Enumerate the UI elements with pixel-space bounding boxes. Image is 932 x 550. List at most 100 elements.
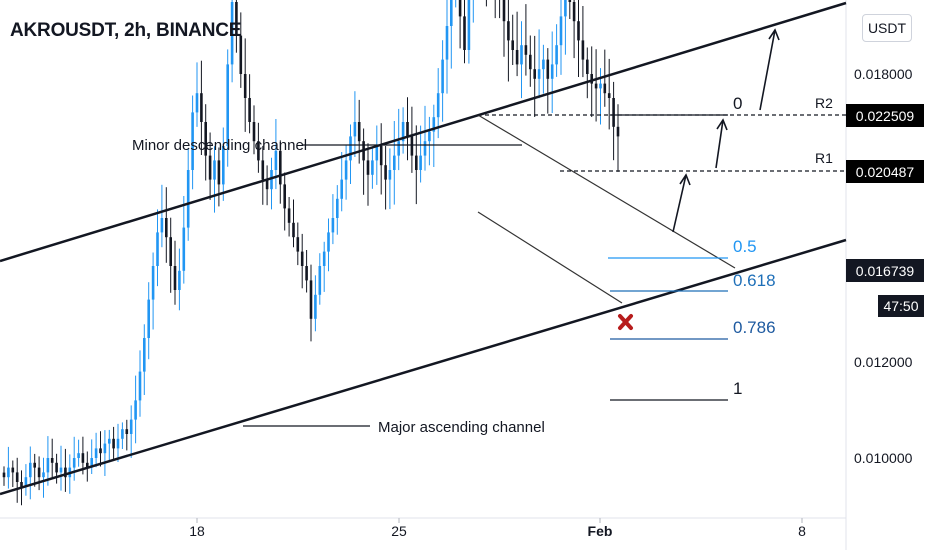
candle-body [572,2,576,22]
candle-body [24,477,28,487]
candle-body [138,371,142,401]
candle-body [200,93,203,122]
candle-body [222,146,225,185]
candle-body [195,93,199,113]
candle-body [173,266,177,290]
r2-label: R2 [815,95,833,111]
projection-arrows [672,28,780,233]
candle-body [353,122,357,137]
candle-body [415,155,418,170]
candle-body [265,179,269,190]
candle-body [112,438,115,449]
candle-body [33,462,36,468]
arrow-shaft-1 [672,174,687,233]
candle-body [279,150,282,185]
fib-label-0.5: 0.5 [733,237,757,256]
candle-body [213,160,216,180]
candle-body [37,467,41,478]
candlestick-series [2,0,620,506]
candle-body [165,218,168,238]
candle-body [463,16,466,50]
minor-channel-upper-line [477,114,736,269]
candle-body [11,467,15,473]
r1-label: R1 [815,150,833,166]
candle-body [116,438,120,449]
candle-body [46,458,50,473]
candle-body [520,45,523,65]
candle-body [542,59,545,70]
candle-body [81,453,85,463]
symbol-title: AKROUSDT, 2h, BINANCE [10,20,242,41]
fib-label-1: 1 [733,379,742,398]
candle-body [169,237,172,266]
candle-body [546,59,550,79]
candle-body [384,165,387,180]
candle-body [243,74,247,98]
x-tick-label: 25 [391,523,407,539]
x-tick-label: 18 [189,523,205,539]
invalidation-x-icon [618,314,633,330]
candle-body [603,83,607,94]
candle-body [318,266,322,295]
candle-body [72,458,76,468]
candle-body [226,64,229,146]
candle-body [143,338,146,372]
candle-body [257,141,260,161]
time-axis[interactable]: 18 25 Feb 8 [189,523,806,539]
candle-body [252,122,256,142]
candle-body [309,280,313,319]
minor-channel-lower-line [477,211,623,304]
candle-body [436,93,440,118]
price-axis[interactable]: 0.0100000.0120000.0140000.0160000.018000… [854,0,913,466]
candle-body [42,472,45,478]
candle-body [208,155,212,180]
candle-body [379,146,383,166]
candle-body [401,122,405,142]
candle-body [450,0,453,27]
candle-body [344,160,348,180]
y-tick-label: 0.012000 [854,354,913,370]
candle-body [568,0,572,3]
candle-body [340,179,343,199]
candle-body [99,448,102,454]
candle-body [147,299,150,338]
candle-body [432,117,436,132]
arrow-shaft-2 [715,119,724,169]
candle-body [94,448,98,458]
candle-body [20,482,23,487]
last-price-label: 0.016739 [846,259,924,282]
candle-body [410,136,414,156]
candle-body [134,400,137,420]
candle-body [594,83,598,89]
candle-body [406,122,409,137]
candle-body [331,218,335,233]
candle-body [59,467,63,473]
candle-body [292,222,295,238]
minor-descending-channel [477,114,736,304]
arrow-shaft-3 [759,29,776,111]
candle-body [64,467,67,478]
candle-body [550,64,554,79]
candle-body [270,170,273,190]
candle-body [327,232,330,252]
candle-body [533,69,536,79]
candle-body [357,122,361,142]
candle-body [467,0,471,50]
major-channel-upper-line [0,1,847,263]
candle-body [274,150,278,170]
candle-body [371,160,374,175]
arrow-head-1 [679,173,691,186]
arrow-head-2 [716,118,728,131]
candle-body [283,184,286,209]
candle-body [349,136,352,161]
candle-body [537,69,541,79]
candle-body [458,0,462,17]
candle-body [507,21,510,41]
candle-body [160,218,164,233]
candle-body [239,35,243,74]
arrow-head-3 [768,28,780,41]
candle-body [441,59,444,94]
fib-label-0.618: 0.618 [733,271,776,290]
currency-button[interactable]: USDT [862,14,912,42]
